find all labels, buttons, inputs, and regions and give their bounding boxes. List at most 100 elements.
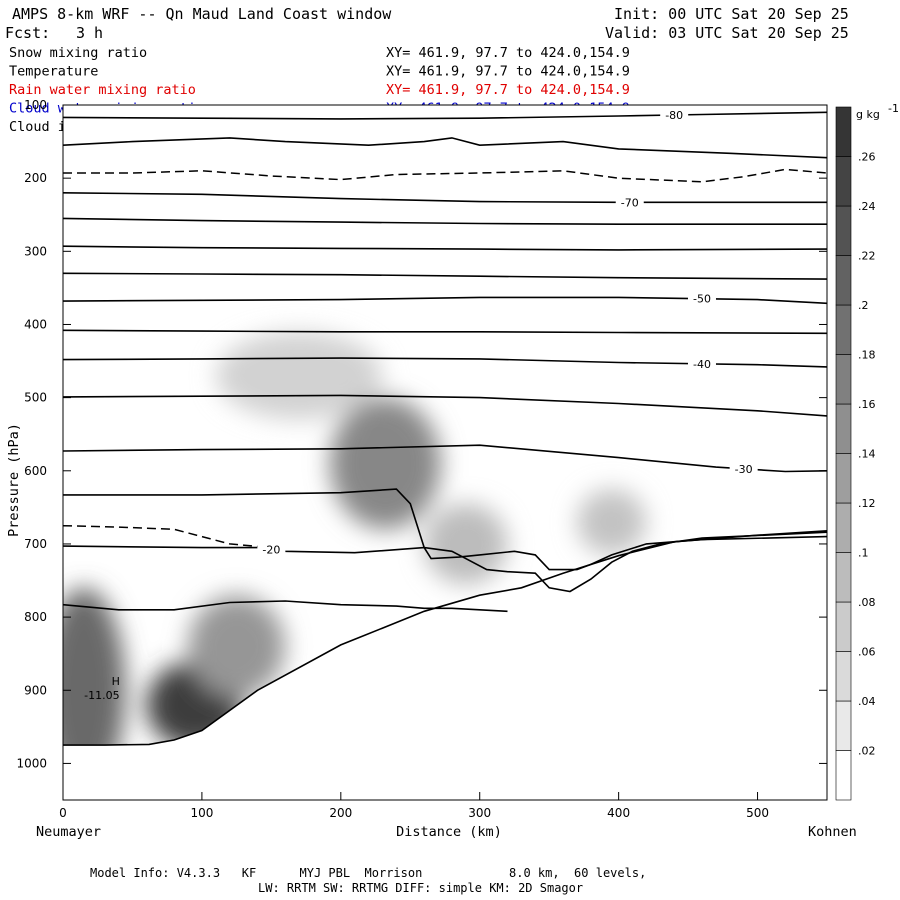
temperature-contour — [63, 357, 827, 368]
x-tick-label: 200 — [329, 806, 352, 820]
colorbar-swatch — [835, 205, 852, 256]
temperature-contour — [63, 600, 508, 613]
colorbar-label: .26 — [858, 151, 876, 164]
temperature-contour — [63, 111, 827, 120]
colorbar-label: .02 — [858, 745, 876, 758]
shaded-region — [215, 331, 383, 420]
colorbar-label: .18 — [858, 349, 876, 362]
shaded-region — [188, 595, 286, 698]
colorbar-swatch — [835, 502, 852, 553]
temperature-contour — [63, 394, 827, 417]
colorbar-label: .16 — [858, 398, 876, 411]
contour-label: -30 — [735, 463, 753, 476]
colorbar-label: .24 — [858, 200, 876, 213]
field-name: Temperature — [9, 64, 98, 80]
temperature-contour — [63, 137, 827, 159]
shaded-region — [576, 489, 647, 555]
colorbar-label: .04 — [858, 695, 876, 708]
x-tick-label: 100 — [190, 806, 213, 820]
colorbar-swatch — [835, 403, 852, 454]
colorbar-label: .2 — [858, 299, 869, 312]
colorbar-swatch — [835, 304, 852, 355]
contour-label-bg — [615, 195, 644, 209]
colorbar-units-exponent: -1 — [888, 102, 899, 115]
contour-label: -50 — [693, 293, 711, 306]
dashed-contour — [63, 524, 272, 549]
y-tick-label: 900 — [24, 683, 47, 697]
x-tick-label: 400 — [607, 806, 630, 820]
colorbar-swatch — [835, 453, 852, 504]
x-axis: 0 100 200 300 400 500 — [59, 792, 769, 820]
colorbar-swatch — [835, 651, 852, 702]
y-tick-label: 600 — [24, 464, 47, 478]
colorbar: .02 .04 .06 .08 .1 .12 .14 .16 .18 .2 .22 .24 .26 g k… — [835, 102, 899, 801]
terrain-line — [63, 530, 827, 746]
init-time: Init: 00 UTC Sat 20 Sep 25 — [614, 5, 849, 23]
forecast-label: Fcst: — [5, 24, 50, 42]
colorbar-swatch — [835, 354, 852, 405]
temperature-contour — [63, 488, 827, 571]
y-tick-label: 1000 — [16, 756, 47, 770]
colorbar-swatch — [835, 156, 852, 207]
temperature-contour — [63, 296, 827, 305]
annotation: -11.05 — [84, 689, 119, 702]
colorbar-label: .1 — [858, 547, 869, 560]
shaded-region — [424, 503, 508, 585]
y-tick-label: 300 — [24, 244, 47, 258]
valid-time: Valid: 03 UTC Sat 20 Sep 25 — [605, 24, 849, 42]
colorbar-swatch — [835, 601, 852, 652]
y-tick-label: 200 — [24, 171, 47, 185]
colorbar-units: g kg — [856, 108, 880, 121]
temperature-contour — [63, 245, 827, 251]
y-tick-label: 500 — [24, 391, 47, 405]
field-coords: XY= 461.9, 97.7 to 424.0,154.9 — [386, 45, 630, 61]
temperature-contour — [63, 272, 827, 280]
contour-label-bg — [257, 542, 286, 556]
shaded-region — [329, 397, 441, 530]
terrain-mask — [63, 530, 827, 800]
colorbar-label: .06 — [858, 646, 876, 659]
x-axis-label: Distance (km) — [396, 824, 502, 840]
field-coords: XY= 461.9, 97.7 to 424.0,154.9 — [386, 82, 630, 98]
contour-label: -70 — [621, 196, 639, 209]
x-right-station: Kohnen — [808, 824, 857, 840]
temperature-contour — [63, 444, 827, 473]
colorbar-label: .14 — [858, 448, 876, 461]
shaded-region — [63, 587, 126, 793]
colorbar-swatch — [835, 700, 852, 751]
contour-label: -40 — [693, 358, 711, 371]
x-tick-label: 0 — [59, 806, 67, 820]
contour-label-bg — [660, 107, 689, 121]
y-axis: 100 200 300 400 500 600 700 800 900 1000 — [16, 98, 827, 770]
x-left-station: Neumayer — [36, 824, 101, 840]
colorbar-label: .08 — [858, 596, 876, 609]
colorbar-swatch — [835, 106, 852, 157]
model-info: Model Info: V4.3.3 KF MYJ PBL Morrison 8… — [90, 866, 646, 880]
contour-label: -80 — [665, 109, 683, 122]
colorbar-label: .22 — [858, 250, 876, 263]
chart-title: AMPS 8-km WRF -- Qn Maud Land Coast wind… — [12, 5, 392, 23]
y-tick-label: 400 — [24, 317, 47, 331]
y-tick-label: 700 — [24, 537, 47, 551]
y-tick-label: 800 — [24, 610, 47, 624]
x-tick-label: 500 — [746, 806, 769, 820]
field-name: Snow mixing ratio — [9, 45, 147, 61]
contour-labels: -80 -70 -50 -40 -30 -20 H-11.05 — [84, 107, 758, 702]
contour-label-bg — [729, 461, 758, 475]
plot-frame — [62, 104, 828, 801]
contour-label-bg — [687, 356, 716, 370]
field-name: Rain water mixing ratio — [9, 82, 196, 98]
colorbar-swatch — [835, 750, 852, 801]
temperature-contour — [63, 192, 827, 204]
contour-label-bg — [687, 291, 716, 305]
temperature-contour — [63, 329, 827, 335]
y-tick-label: 100 — [24, 98, 47, 112]
forecast-value: 3 h — [76, 24, 103, 42]
x-tick-label: 300 — [468, 806, 491, 820]
field-coords: XY= 461.9, 97.7 to 424.0,154.9 — [386, 64, 630, 80]
physics-info: LW: RRTM SW: RRTMG DIFF: simple KM: 2D S… — [258, 881, 583, 895]
y-axis-label: Pressure (hPa) — [6, 423, 22, 537]
colorbar-label: .12 — [858, 497, 876, 510]
temperature-contour — [63, 217, 827, 225]
